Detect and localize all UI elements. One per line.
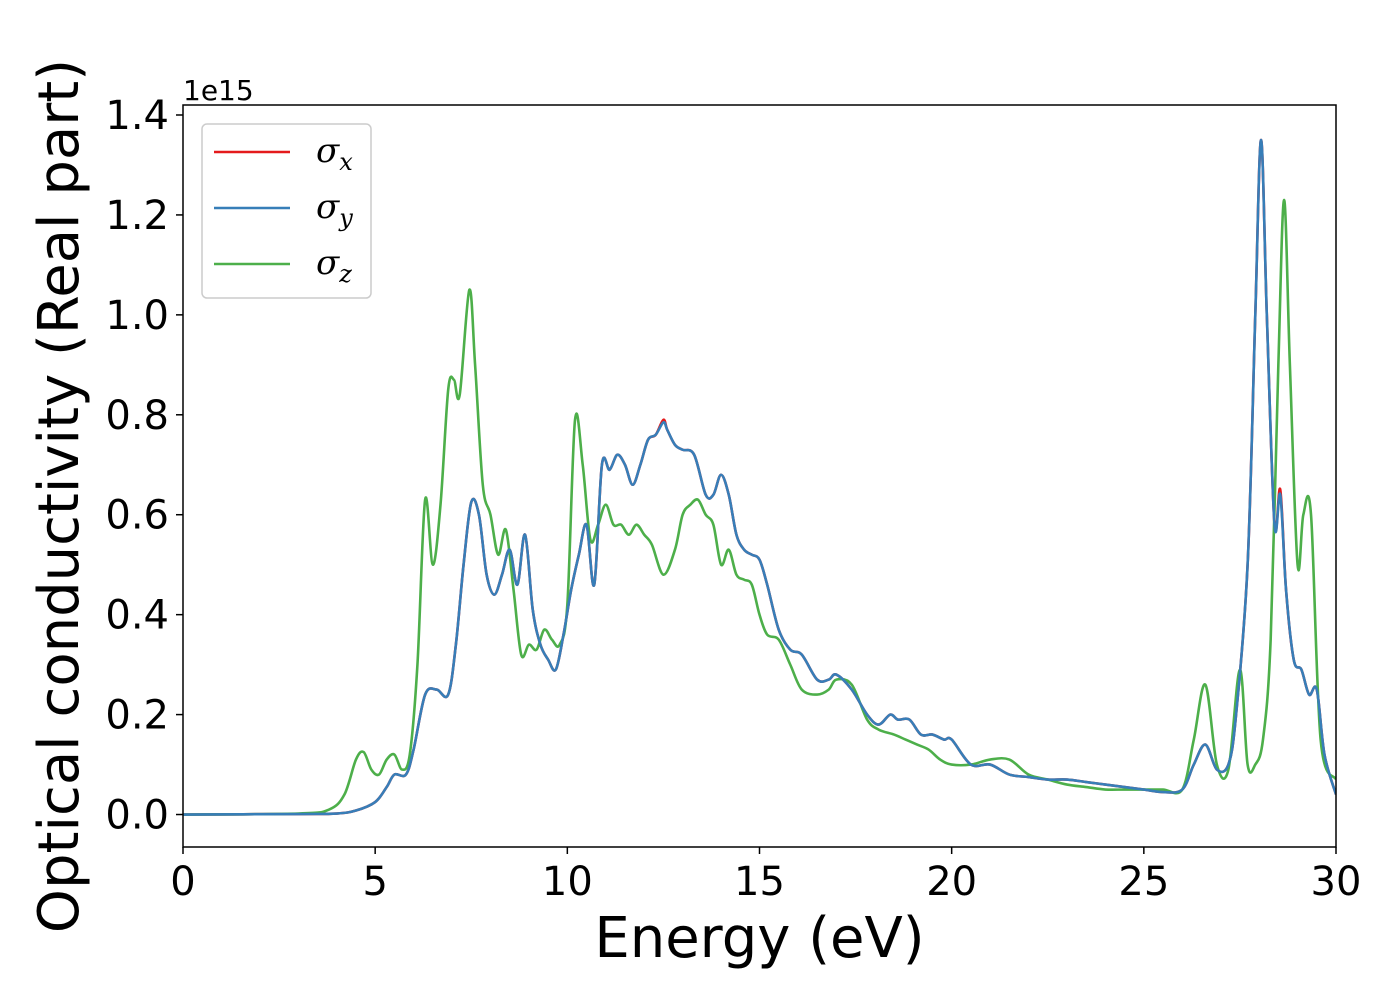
x-tick-label: 5 (362, 859, 387, 905)
series-lines (183, 138, 1336, 816)
legend-label-y: σy (316, 187, 353, 232)
y-tick-label: 0.2 (105, 693, 169, 739)
legend-label-x: σx (316, 131, 353, 176)
legend-box (201, 123, 372, 299)
y-tick-label: 1.4 (105, 93, 169, 139)
x-tick-label: 10 (542, 859, 593, 905)
y-axis-label: Optical conductivity (Real part) (27, 59, 92, 933)
y-tick-label: 1.2 (105, 193, 169, 239)
legend-label-z: σz (316, 243, 352, 288)
x-axis-ticks: 0 5 10 15 20 25 30 (170, 847, 1361, 905)
series-line-z (183, 198, 1336, 816)
y-tick-label: 0.0 (105, 793, 169, 839)
x-axis-label: Energy (eV) (594, 906, 924, 971)
x-tick-label: 20 (926, 859, 977, 905)
legend: σx σy σz (201, 123, 372, 299)
x-tick-label: 30 (1311, 859, 1362, 905)
y-tick-label: 0.4 (105, 593, 169, 639)
y-axis-ticks: 0.0 0.2 0.4 0.6 0.8 1.0 1.2 1.4 (105, 93, 183, 839)
x-tick-label: 0 (170, 859, 195, 905)
x-tick-label: 15 (734, 859, 785, 905)
y-tick-label: 1.0 (105, 293, 169, 339)
x-tick-label: 25 (1118, 859, 1169, 905)
y-tick-label: 0.6 (105, 493, 169, 539)
y-offset-label: 1e15 (183, 74, 254, 107)
y-tick-label: 0.8 (105, 393, 169, 439)
series-line-y (183, 138, 1336, 816)
